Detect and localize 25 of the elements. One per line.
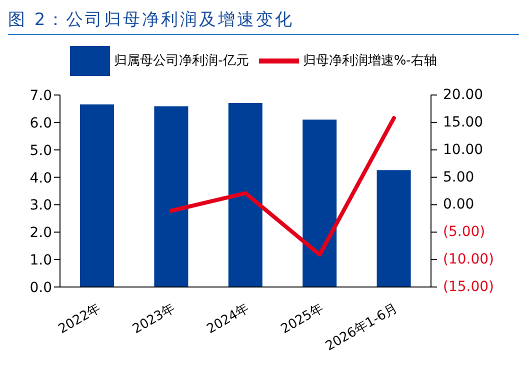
y-tick-label: 7.0 (30, 88, 52, 104)
legend-label: 归母净利润增速%-右轴 (302, 54, 437, 69)
chart-title: 图 2：公司归母净利润及增速变化 (8, 8, 519, 35)
bar (154, 106, 188, 287)
bar (376, 170, 411, 287)
y2-tick-label: (5.00) (443, 224, 486, 240)
bar (80, 104, 114, 287)
bar (302, 120, 337, 287)
y-tick-label: 6.0 (30, 115, 52, 132)
y-tick-label: 0.0 (30, 280, 52, 296)
y-tick-label: 4.0 (30, 170, 52, 186)
y-tick-label: 3.0 (30, 198, 52, 214)
line-series (169, 116, 396, 257)
y2-tick-label: 15.00 (443, 114, 484, 130)
y2-tick-label: 10.00 (443, 142, 484, 158)
y2-tick-label: (15.00) (443, 279, 494, 295)
y-tick-label: 1.0 (30, 252, 52, 269)
y2-tick-label: 0.00 (443, 196, 474, 213)
y-tick-label: 5.0 (30, 142, 52, 159)
y2-tick-label: 20.00 (443, 87, 484, 103)
y-tick-label: 2.0 (30, 225, 52, 242)
bar (228, 102, 262, 287)
y2-tick-label: (10.00) (443, 252, 494, 268)
legend-label: 归属母公司净利润-亿元 (114, 54, 249, 69)
y2-tick-label: 5.00 (443, 169, 474, 186)
